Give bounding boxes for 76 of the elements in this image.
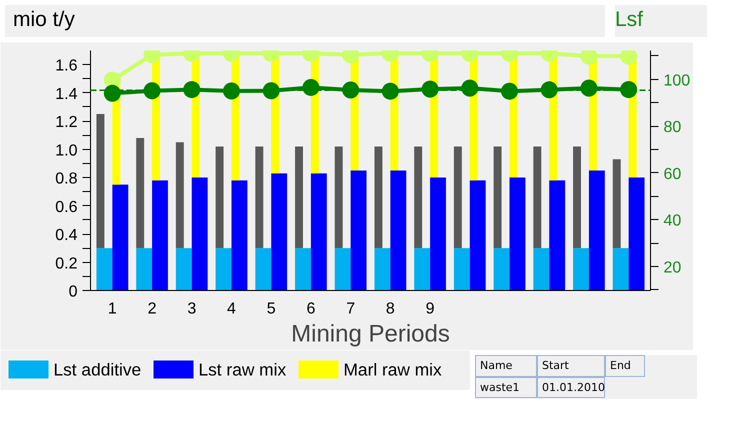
- bar: [430, 178, 446, 290]
- bar: [152, 180, 168, 290]
- x-tick-label: 6: [306, 300, 316, 318]
- bar: [510, 178, 526, 290]
- bar: [350, 170, 367, 290]
- bar: [494, 248, 510, 290]
- bar: [136, 138, 144, 248]
- bar: [271, 173, 288, 290]
- x-tick-label: 1: [108, 300, 117, 318]
- y2-tick-label: 80: [664, 119, 682, 136]
- y-tick-label: 0.4: [55, 227, 78, 244]
- y-tick-label: 1.4: [55, 86, 78, 103]
- bar: [295, 146, 303, 248]
- x-axis-title: Mining Periods: [291, 320, 450, 348]
- bar: [136, 248, 152, 290]
- text: 01.01.2010: [537, 376, 605, 398]
- x-tick-label: 3: [187, 300, 196, 318]
- bar: [295, 248, 311, 290]
- y-tick-label: 1.0: [55, 142, 78, 160]
- bar: [612, 159, 621, 248]
- bar: [112, 184, 128, 290]
- bar: [573, 146, 581, 248]
- bar: [310, 173, 327, 290]
- y-tick-label: 0.2: [55, 255, 78, 272]
- y2-tick-label: 40: [664, 212, 682, 230]
- bar: [573, 248, 589, 290]
- bar: [216, 248, 232, 290]
- y-tick-label: 0: [68, 284, 78, 300]
- x-tick-label: 8: [386, 300, 395, 318]
- bar: [628, 178, 645, 290]
- y-tick-label: 0.8: [55, 170, 78, 188]
- x-tick-label: 7: [346, 300, 356, 318]
- bar: [533, 146, 542, 248]
- x-tick-label: 9: [426, 300, 435, 318]
- bar: [533, 248, 550, 290]
- bar: [454, 146, 462, 248]
- text: Start: [537, 355, 605, 377]
- x-tick-label: 2: [148, 300, 157, 318]
- y-axis-title: mio t/y: [13, 7, 75, 33]
- x-tick-label: 5: [266, 300, 276, 318]
- y2-axis-title: Lsf: [615, 7, 644, 33]
- legend-label: Marl raw mix: [344, 360, 442, 380]
- bar: [494, 146, 502, 248]
- text: Name: [475, 355, 537, 377]
- y2-tick-label: 100: [664, 72, 690, 90]
- bar: [470, 180, 486, 290]
- bar: [176, 248, 192, 290]
- y-tick-label: 0.6: [55, 198, 78, 216]
- bar: [255, 146, 264, 248]
- bar: [588, 170, 605, 290]
- bar: [334, 248, 351, 290]
- bar: [216, 146, 224, 248]
- bar: [231, 180, 248, 290]
- bar: [96, 114, 104, 248]
- bar: [255, 248, 272, 290]
- bar: [612, 248, 629, 290]
- bar: [96, 248, 112, 290]
- legend-label: Lst additive: [54, 360, 142, 380]
- bar: [374, 248, 390, 290]
- y2-tick-label: 60: [664, 166, 682, 183]
- text: End: [605, 355, 645, 377]
- x-tick-label: 4: [227, 300, 236, 318]
- text: waste1: [475, 376, 537, 398]
- bar: [374, 146, 382, 248]
- bar: [414, 146, 422, 248]
- y-tick-label: 1.2: [55, 114, 78, 132]
- bar: [454, 248, 470, 290]
- y2-tick-label: 20: [664, 259, 682, 276]
- bar: [549, 180, 566, 290]
- bar: [390, 170, 406, 290]
- y-tick-label: 1.6: [55, 58, 78, 75]
- bar: [176, 142, 184, 248]
- bar: [192, 178, 208, 290]
- legend-label: Lst raw mix: [198, 360, 286, 380]
- bar: [414, 248, 430, 290]
- bar: [334, 146, 343, 248]
